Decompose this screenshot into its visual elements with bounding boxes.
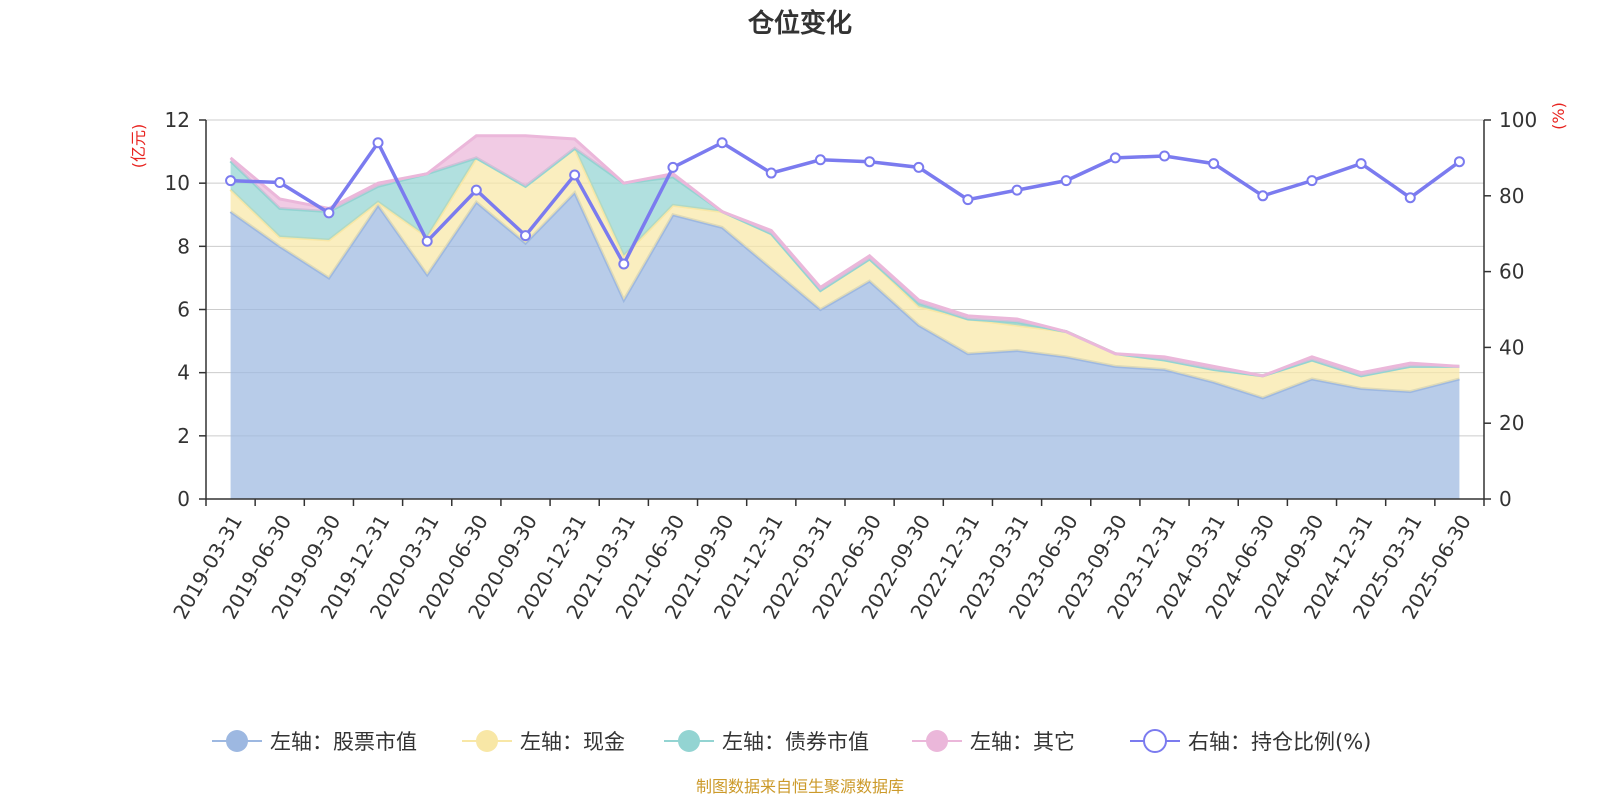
right-tick-label: 100 xyxy=(1499,108,1537,132)
line-point xyxy=(1257,190,1269,202)
line-point xyxy=(1109,152,1121,164)
left-tick-label: 4 xyxy=(177,361,190,385)
left-tick-label: 8 xyxy=(177,234,190,258)
line-point xyxy=(1159,150,1170,162)
line-point xyxy=(1208,158,1220,170)
line-series-group xyxy=(225,137,1465,270)
line-point xyxy=(962,194,974,206)
line-point xyxy=(372,137,384,149)
area-series-group xyxy=(229,134,1460,499)
right-tick-label: 20 xyxy=(1499,411,1524,435)
line-point xyxy=(470,184,482,196)
line-point xyxy=(618,258,630,270)
right-axis-unit: (%) xyxy=(1549,102,1568,130)
legend-label-1: 左轴：股票市值 xyxy=(270,730,417,754)
legend-label-3: 左轴：债券市值 xyxy=(722,730,869,754)
line-point xyxy=(225,175,237,187)
line-point xyxy=(667,161,679,173)
line-point xyxy=(520,230,531,242)
area-series-1 xyxy=(230,192,1460,499)
legend-marker-4 xyxy=(926,730,948,752)
line-point xyxy=(765,167,777,179)
legend-marker-1 xyxy=(226,730,248,752)
line-series-holding-ratio xyxy=(230,139,1461,268)
left-tick-label: 12 xyxy=(165,108,190,132)
right-tick-label: 40 xyxy=(1499,335,1524,359)
line-point xyxy=(716,137,728,149)
legend: 左轴：股票市值 左轴：现金 左轴：债券市值 左轴：其它 右轴：持仓比例(%) xyxy=(212,729,1371,754)
left-tick-label: 0 xyxy=(177,487,190,511)
line-point xyxy=(569,169,581,181)
line-point xyxy=(274,177,286,189)
line-point xyxy=(864,156,876,168)
legend-marker-2 xyxy=(476,730,498,752)
chart-title: 仓位变化 xyxy=(747,8,852,39)
left-tick-label: 10 xyxy=(165,171,190,195)
line-point xyxy=(323,207,335,219)
line-point xyxy=(1306,175,1318,187)
legend-label-2: 左轴：现金 xyxy=(520,730,625,754)
legend-label-5: 右轴：持仓比例(%) xyxy=(1188,730,1371,754)
right-tick-label: 0 xyxy=(1499,487,1512,511)
area-series-4-edge xyxy=(229,134,1460,378)
legend-marker-3 xyxy=(678,730,700,752)
line-point xyxy=(421,235,433,247)
left-tick-label: 2 xyxy=(177,424,190,448)
area-series-2 xyxy=(230,148,1460,398)
left-tick-label: 6 xyxy=(177,298,190,322)
line-point xyxy=(1404,192,1416,204)
right-tick-label: 80 xyxy=(1499,184,1524,208)
left-axis-unit: (亿元) xyxy=(129,124,148,169)
right-tick-label: 60 xyxy=(1499,260,1524,284)
line-point xyxy=(1355,158,1367,170)
line-point xyxy=(1011,184,1023,196)
legend-label-4: 左轴：其它 xyxy=(970,730,1075,754)
line-point xyxy=(814,154,826,166)
line-point xyxy=(913,161,925,173)
line-point xyxy=(1453,156,1465,168)
legend-marker-5 xyxy=(1143,729,1167,753)
line-point xyxy=(1060,175,1072,187)
data-source-note: 制图数据来自恒生聚源数据库 xyxy=(696,777,904,796)
